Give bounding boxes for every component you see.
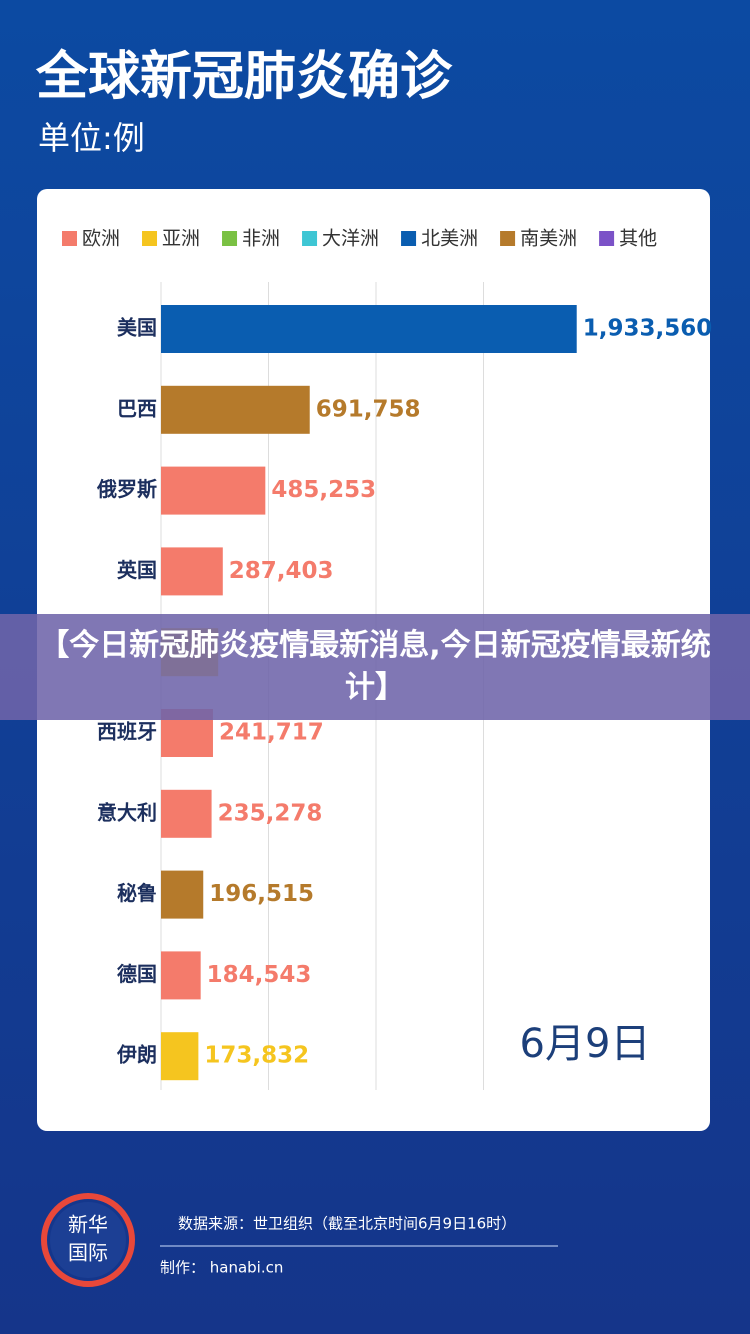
y-tick-label: 俄罗斯	[96, 477, 157, 501]
legend-swatch	[142, 231, 158, 246]
logo-ring	[41, 1193, 135, 1287]
value-label: 691,758	[316, 396, 421, 422]
logo-text: 国际	[68, 1241, 108, 1265]
value-label: 287,403	[229, 558, 334, 584]
value-label: 1,933,560	[583, 316, 713, 342]
logo-text: 新华	[68, 1213, 108, 1237]
annotation: 6月9日	[520, 1021, 651, 1067]
bar	[161, 789, 212, 838]
legend-label: 大洋洲	[322, 228, 379, 250]
legend-label: 其他	[619, 228, 657, 250]
value-label: 173,832	[204, 1043, 309, 1069]
logo	[50, 1202, 126, 1278]
legend-swatch	[599, 231, 615, 246]
legend-swatch	[222, 231, 238, 246]
bar	[161, 466, 266, 515]
y-tick-label: 意大利	[97, 800, 157, 824]
legend-swatch	[62, 231, 77, 246]
value-label: 485,253	[271, 477, 376, 503]
banner: 【今日新冠肺炎疫情最新消息,今日新冠疫情最新统计】	[0, 614, 750, 720]
y-tick-label: 伊朗	[116, 1043, 157, 1067]
legend-label: 南美洲	[520, 228, 577, 250]
title: 全球新冠肺炎确诊	[35, 47, 453, 107]
y-tick-label: 英国	[117, 558, 157, 582]
bar	[161, 951, 201, 1000]
legend-label: 亚洲	[162, 228, 200, 250]
bar	[161, 305, 577, 353]
y-tick-label: 巴西	[117, 396, 157, 420]
bar	[161, 1032, 199, 1081]
maker: 制作： hanabi.cn	[160, 1259, 283, 1277]
value-label: 196,515	[209, 881, 314, 907]
bar	[161, 547, 223, 596]
legend-swatch	[401, 231, 417, 246]
legend-label: 非洲	[242, 228, 280, 250]
y-tick-label: 美国	[117, 316, 157, 340]
y-tick-label: 秘鲁	[117, 881, 157, 905]
legend-label: 北美洲	[421, 228, 478, 250]
legend-swatch	[500, 231, 516, 246]
value-label: 235,278	[218, 800, 323, 826]
subtitle: 单位:例	[38, 119, 145, 157]
value-label: 184,543	[207, 962, 312, 988]
value-label: 241,717	[219, 720, 324, 746]
y-tick-label: 西班牙	[97, 720, 157, 744]
legend-swatch	[302, 231, 318, 246]
legend-label: 欧洲	[82, 228, 120, 250]
bar	[161, 385, 310, 434]
bar	[161, 870, 204, 919]
source: 数据来源：世卫组织（截至北京时间6月9日16时）	[178, 1215, 516, 1233]
y-tick-label: 德国	[117, 962, 157, 986]
